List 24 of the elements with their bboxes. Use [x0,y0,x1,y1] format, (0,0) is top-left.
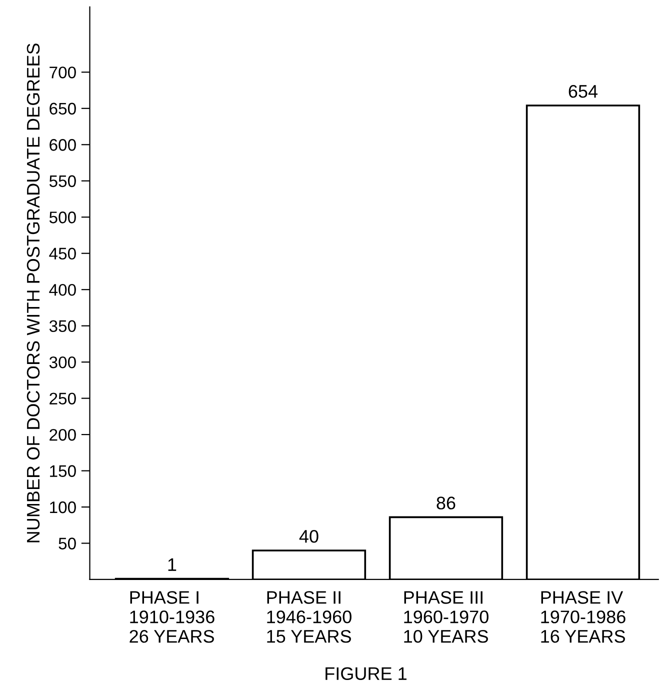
caption: FIGURE 1 [326,667,407,680]
x-tick-label: PHASE I 1910-1936 26 YEARS [130,591,214,643]
data-label: 40 [299,530,318,543]
y-axis-title: NUMBER OF DOCTORS WITH POSTGRADUATE DEGREES [26,44,40,542]
y-tick-label: 450 [49,248,76,260]
y-tick-label: 550 [49,175,76,188]
y-tick-label: 400 [49,284,76,296]
data-label: 86 [436,496,456,510]
y-tick-label: 50 [58,538,76,550]
y-tick-label: 150 [50,465,76,477]
data-label: 654 [568,84,598,98]
y-tick-label: 200 [50,428,76,441]
y-tick-label: 300 [49,356,76,368]
y-tick-label: 100 [50,501,76,514]
x-tick-label: PHASE IV 1970-1986 16 YEARS [541,591,626,643]
data-label: 1 [168,558,176,571]
y-tick-label: 700 [50,66,76,78]
y-tick-label: 250 [50,392,76,405]
y-tick-label: 350 [49,320,76,332]
y-tick-label: 650 [50,102,76,115]
x-tick-label: PHASE III 1960-1970 10 YEARS [404,591,488,643]
y-tick-label: 500 [49,212,76,224]
y-tick-label: 600 [50,139,76,151]
x-tick-label: PHASE II 1946-1960 15 YEARS [267,591,352,643]
